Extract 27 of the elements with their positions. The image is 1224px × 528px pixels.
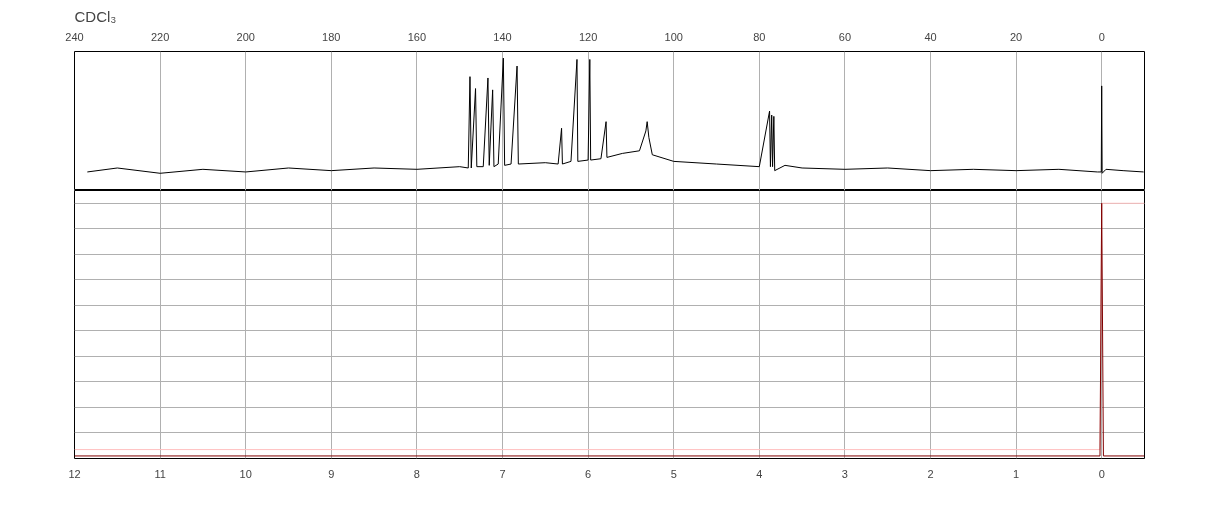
x-tick-label: 10 <box>239 467 252 480</box>
x-tick-label: 140 <box>493 30 512 43</box>
x-tick-label: 7 <box>499 467 506 480</box>
x-tick-label: 1 <box>1013 467 1020 480</box>
x-tick-label: 200 <box>236 30 255 43</box>
x-tick-label: 20 <box>1009 30 1023 43</box>
x-tick-label: 100 <box>664 30 683 43</box>
x-tick-label: 6 <box>585 467 592 480</box>
x-tick-label: 160 <box>407 30 427 43</box>
x-tick-label: 5 <box>670 467 677 480</box>
x-tick-label: 0 <box>1098 30 1105 43</box>
x-tick-label: 4 <box>756 467 763 480</box>
chart-title: CDCl₃ <box>74 7 117 25</box>
x-tick-label: 220 <box>150 30 170 43</box>
x-tick-label: 120 <box>578 30 598 43</box>
x-tick-label: 240 <box>65 30 84 43</box>
x-tick-label: 180 <box>322 30 341 43</box>
x-tick-label: 12 <box>68 467 81 480</box>
x-tick-label: 60 <box>838 30 852 43</box>
x-tick-label: 0 <box>1098 467 1105 480</box>
x-tick-label: 11 <box>154 467 166 480</box>
x-tick-label: 40 <box>924 30 937 43</box>
x-tick-label: 2 <box>927 467 934 480</box>
x-tick-label: 80 <box>753 30 766 43</box>
x-tick-label: 8 <box>413 467 420 480</box>
x-tick-label: 3 <box>841 467 848 480</box>
x-tick-label: 9 <box>328 467 335 480</box>
